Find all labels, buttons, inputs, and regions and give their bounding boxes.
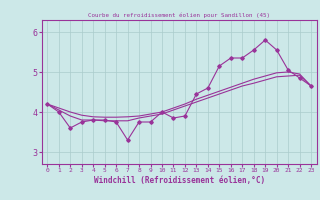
- X-axis label: Windchill (Refroidissement éolien,°C): Windchill (Refroidissement éolien,°C): [94, 176, 265, 185]
- Title: Courbe du refroidissement éolien pour Sandillon (45): Courbe du refroidissement éolien pour Sa…: [88, 13, 270, 18]
